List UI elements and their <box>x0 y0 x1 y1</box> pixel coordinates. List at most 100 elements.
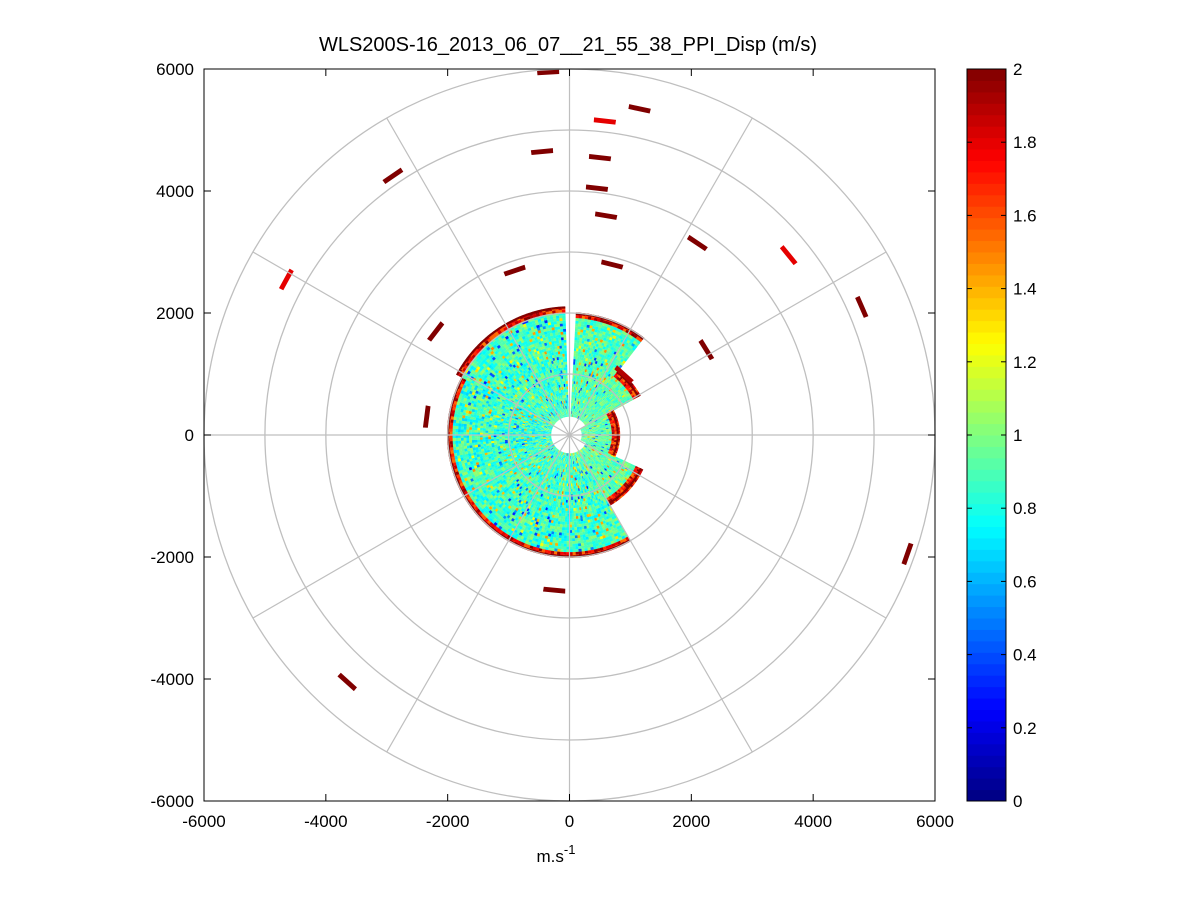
data-cell <box>592 415 596 418</box>
data-cell <box>607 394 611 398</box>
data-cell <box>582 406 585 410</box>
data-cell <box>613 397 617 401</box>
data-cell <box>609 418 613 421</box>
data-cell <box>596 332 600 336</box>
data-cell <box>601 404 605 408</box>
data-cell <box>612 329 617 334</box>
data-cell <box>578 348 581 352</box>
data-cell <box>591 371 594 375</box>
data-cell <box>609 405 613 409</box>
data-cell <box>584 414 587 417</box>
data-cell <box>586 352 590 356</box>
data-cell <box>587 417 591 420</box>
data-cell <box>581 357 584 361</box>
data-cell <box>612 384 616 388</box>
data-cell <box>573 383 575 387</box>
data-cell <box>623 397 628 401</box>
data-cell <box>571 502 574 506</box>
data-cell <box>590 423 593 426</box>
data-cell <box>598 414 602 417</box>
data-cell <box>596 320 601 325</box>
data-cell <box>578 523 582 528</box>
data-cell <box>564 532 567 536</box>
data-cell <box>603 394 607 398</box>
data-cell <box>616 359 621 364</box>
data-cell <box>600 419 604 422</box>
data-cell <box>583 391 586 395</box>
data-cell <box>584 335 589 339</box>
data-cell <box>589 400 592 404</box>
data-cell <box>618 385 622 390</box>
data-cell <box>604 358 608 363</box>
data-cell <box>616 387 620 392</box>
data-cell <box>591 379 594 384</box>
data-cell <box>609 392 613 396</box>
data-cell <box>583 385 586 389</box>
data-cell <box>611 359 616 364</box>
data-cell <box>592 396 596 400</box>
data-cell <box>587 381 590 385</box>
data-cell <box>565 502 568 506</box>
data-cell <box>558 537 562 541</box>
data-cell <box>605 410 610 414</box>
data-cell <box>577 367 581 371</box>
data-cell <box>616 376 620 381</box>
data-cell <box>578 404 581 408</box>
data-edge-cell <box>610 411 614 414</box>
data-cell <box>576 378 579 382</box>
data-cell <box>588 353 592 357</box>
data-cell <box>594 375 598 379</box>
data-cell <box>575 510 578 514</box>
data-cell <box>580 418 584 422</box>
data-cell <box>604 323 609 328</box>
data-cell <box>598 374 602 378</box>
data-cell <box>594 326 599 330</box>
data-cell <box>585 398 588 402</box>
data-cell <box>603 373 607 378</box>
data-cell <box>593 423 597 426</box>
data-cell <box>606 335 611 340</box>
data-cell <box>590 353 594 357</box>
data-cell <box>572 370 575 373</box>
data-cell <box>583 346 586 350</box>
data-cell <box>602 393 606 397</box>
data-cell <box>594 408 598 412</box>
data-cell <box>593 424 597 427</box>
data-cell <box>590 373 593 377</box>
data-cell <box>583 365 587 370</box>
data-cell <box>575 361 578 365</box>
data-cell <box>596 423 600 426</box>
data-cell <box>592 421 596 424</box>
data-cell <box>563 543 567 547</box>
data-cell <box>580 408 583 412</box>
data-cell <box>580 402 583 406</box>
data-cell <box>606 407 611 410</box>
data-cell <box>605 392 609 396</box>
data-cell <box>597 383 601 387</box>
data-cell <box>579 395 582 400</box>
data-cell <box>573 518 577 522</box>
data-cell <box>582 419 585 423</box>
data-cell <box>600 391 604 395</box>
data-cell <box>570 405 572 409</box>
data-cell <box>573 403 575 407</box>
data-cell <box>600 411 604 415</box>
data-cell <box>576 529 580 533</box>
data-cell <box>573 361 576 365</box>
data-cell <box>577 409 580 413</box>
data-cell <box>562 518 566 522</box>
data-cell <box>574 400 576 404</box>
data-cell <box>589 401 593 405</box>
data-cell <box>563 510 566 514</box>
data-cell <box>597 399 600 403</box>
data-cell <box>584 349 588 353</box>
data-cell <box>590 408 594 412</box>
data-cell <box>581 368 584 372</box>
data-cell <box>605 320 610 325</box>
data-cell <box>593 351 597 355</box>
data-cell <box>606 363 611 367</box>
data-cell <box>622 391 627 395</box>
data-cell <box>604 368 608 372</box>
data-cell <box>611 383 615 387</box>
